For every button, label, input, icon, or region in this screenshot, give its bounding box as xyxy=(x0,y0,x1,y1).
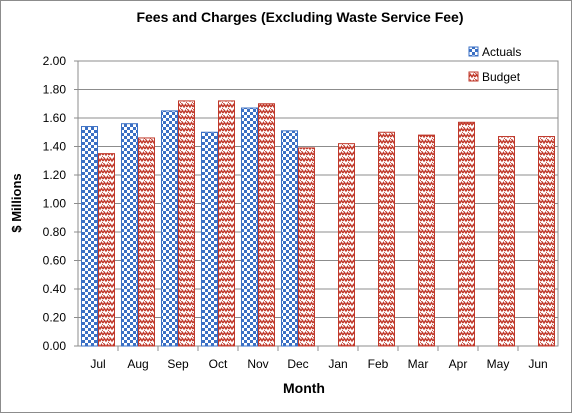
y-tick-label: 0.40 xyxy=(43,282,67,296)
legend-swatch-actuals xyxy=(468,46,479,57)
bar-budget-jul xyxy=(98,153,115,347)
bar-budget-apr xyxy=(458,121,475,347)
bar-actuals-dec xyxy=(281,130,298,347)
x-tick-label: Mar xyxy=(408,357,429,371)
bar-budget-aug xyxy=(138,137,155,347)
bar-budget-nov xyxy=(258,103,275,347)
x-tick-label: Dec xyxy=(287,357,308,371)
y-tick-label: 1.40 xyxy=(43,140,67,154)
bar-budget-jan xyxy=(338,143,355,347)
bar-actuals-jul xyxy=(81,126,98,347)
y-tick-labels: 0.00 0.20 0.40 0.60 0.80 1.00 1.20 1.40 1.60 1.80… xyxy=(43,54,67,353)
x-tick-label: Jun xyxy=(528,357,547,371)
bar-budget-mar xyxy=(418,134,435,347)
y-axis-title: $ Millions xyxy=(9,173,24,232)
x-axis-title: Month xyxy=(283,380,325,396)
y-tick-label: 1.60 xyxy=(43,111,67,125)
bar-budget-jun xyxy=(538,136,555,347)
grid-layer xyxy=(74,60,558,347)
x-tick-label: Nov xyxy=(247,357,268,371)
x-tick-label: Sep xyxy=(167,357,189,371)
bar-actuals-sep xyxy=(161,110,178,347)
bar-actuals-nov xyxy=(241,107,258,347)
x-tick-label: Oct xyxy=(209,357,228,371)
legend-swatch-budget xyxy=(468,71,479,82)
y-tick-label: 1.80 xyxy=(43,83,67,97)
x-tick-label: Apr xyxy=(449,357,468,371)
bar-budget-dec xyxy=(298,147,315,347)
x-tick-label: Jan xyxy=(328,357,347,371)
y-tick-label: 0.60 xyxy=(43,254,67,268)
y-tick-label: 2.00 xyxy=(43,54,67,68)
x-tick-label: Jul xyxy=(90,357,105,371)
bar-actuals-aug xyxy=(121,123,138,347)
legend: Actuals Budget xyxy=(468,45,521,84)
y-tick-label: 0.20 xyxy=(43,311,67,325)
x-tick-labels: Jul Aug Sep Oct Nov Dec Jan Feb Mar Apr May Jun xyxy=(90,346,548,371)
bar-budget-oct xyxy=(218,100,235,347)
bar-budget-may xyxy=(498,136,515,347)
legend-label-actuals: Actuals xyxy=(482,45,521,59)
y-tick-label: 0.80 xyxy=(43,225,67,239)
y-tick-label: 0.00 xyxy=(43,339,67,353)
x-tick-label: Aug xyxy=(127,357,148,371)
y-tick-label: 1.00 xyxy=(43,197,67,211)
bar-budget-sep xyxy=(178,100,195,347)
bar-budget-feb xyxy=(378,131,395,347)
y-tick-label: 1.20 xyxy=(43,168,67,182)
x-tick-label: Feb xyxy=(368,357,389,371)
bar-actuals-oct xyxy=(201,131,218,347)
bars-layer xyxy=(81,100,555,347)
x-tick-label: May xyxy=(487,357,510,371)
chart-title: Fees and Charges (Excluding Waste Servic… xyxy=(136,9,463,25)
legend-label-budget: Budget xyxy=(482,70,521,84)
